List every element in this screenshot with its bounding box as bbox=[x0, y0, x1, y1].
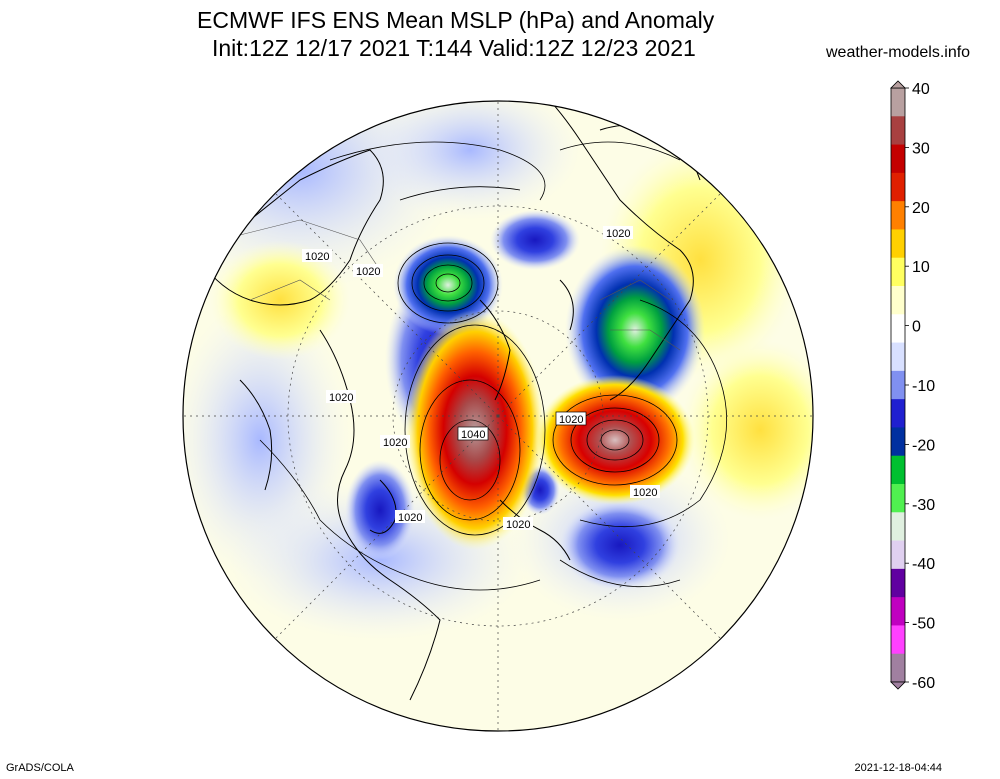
colorbar-segment bbox=[891, 116, 905, 145]
map-title-line-1: ECMWF IFS ENS Mean MSLP (hPa) and Anomal… bbox=[0, 6, 999, 34]
contour-label: 1020 bbox=[559, 414, 583, 426]
colorbar-segment bbox=[891, 512, 905, 541]
colorbar-segment bbox=[891, 371, 905, 400]
software-credit: GrADS/COLA bbox=[6, 762, 74, 774]
colorbar-label: 10 bbox=[912, 259, 930, 276]
colorbar-segment bbox=[891, 456, 905, 485]
colorbar-segment bbox=[891, 88, 905, 117]
colorbar-label: -30 bbox=[912, 497, 935, 514]
colorbar-segment bbox=[891, 597, 905, 626]
colorbar-segment bbox=[891, 229, 905, 258]
contour-label: 1020 bbox=[305, 251, 329, 263]
colorbar-label: -10 bbox=[912, 378, 935, 395]
contour-label: 1020 bbox=[606, 228, 630, 240]
colorbar-segment bbox=[891, 399, 905, 428]
colorbar-segment bbox=[891, 427, 905, 456]
contour-label: 1020 bbox=[356, 266, 380, 278]
colorbar-segment bbox=[891, 569, 905, 598]
colorbar-segment bbox=[891, 286, 905, 315]
anomaly-field bbox=[140, 50, 840, 731]
colorbar-label: 40 bbox=[912, 81, 930, 98]
contour-label: 1020 bbox=[506, 519, 530, 531]
colorbar-segment bbox=[891, 654, 905, 683]
colorbar-label: 0 bbox=[912, 319, 921, 336]
colorbar-top-arrow bbox=[891, 81, 905, 88]
colorbar-segment bbox=[891, 484, 905, 513]
colorbar-label: -40 bbox=[912, 556, 935, 573]
colorbar-segment bbox=[891, 201, 905, 230]
colorbar-segment bbox=[891, 541, 905, 570]
colorbar-segment bbox=[891, 258, 905, 287]
contour-label: 1020 bbox=[329, 392, 353, 404]
colorbar-segment bbox=[891, 625, 905, 654]
contour-label: 1020 bbox=[383, 437, 407, 449]
colorbar-label: 20 bbox=[912, 200, 930, 217]
colorbar-segment bbox=[891, 173, 905, 202]
colorbar-label: -20 bbox=[912, 437, 935, 454]
contour-label: 1040 bbox=[461, 429, 485, 441]
colorbar-segment bbox=[891, 314, 905, 343]
colorbar-bottom-arrow bbox=[891, 682, 905, 689]
site-credit: weather-models.info bbox=[826, 44, 970, 62]
colorbar-segment bbox=[891, 343, 905, 372]
generated-timestamp: 2021-12-18-04:44 bbox=[855, 762, 942, 774]
colorbar-label: -60 bbox=[912, 675, 935, 692]
contour-label: 1020 bbox=[633, 487, 657, 499]
contour-label: 1020 bbox=[398, 512, 422, 524]
colorbar: 40 30 20 10 0 -10 -20 -30 -40 -50 -60 bbox=[891, 81, 935, 692]
colorbar-label: 30 bbox=[912, 140, 930, 157]
colorbar-segment bbox=[891, 145, 905, 174]
colorbar-label: -50 bbox=[912, 616, 935, 633]
